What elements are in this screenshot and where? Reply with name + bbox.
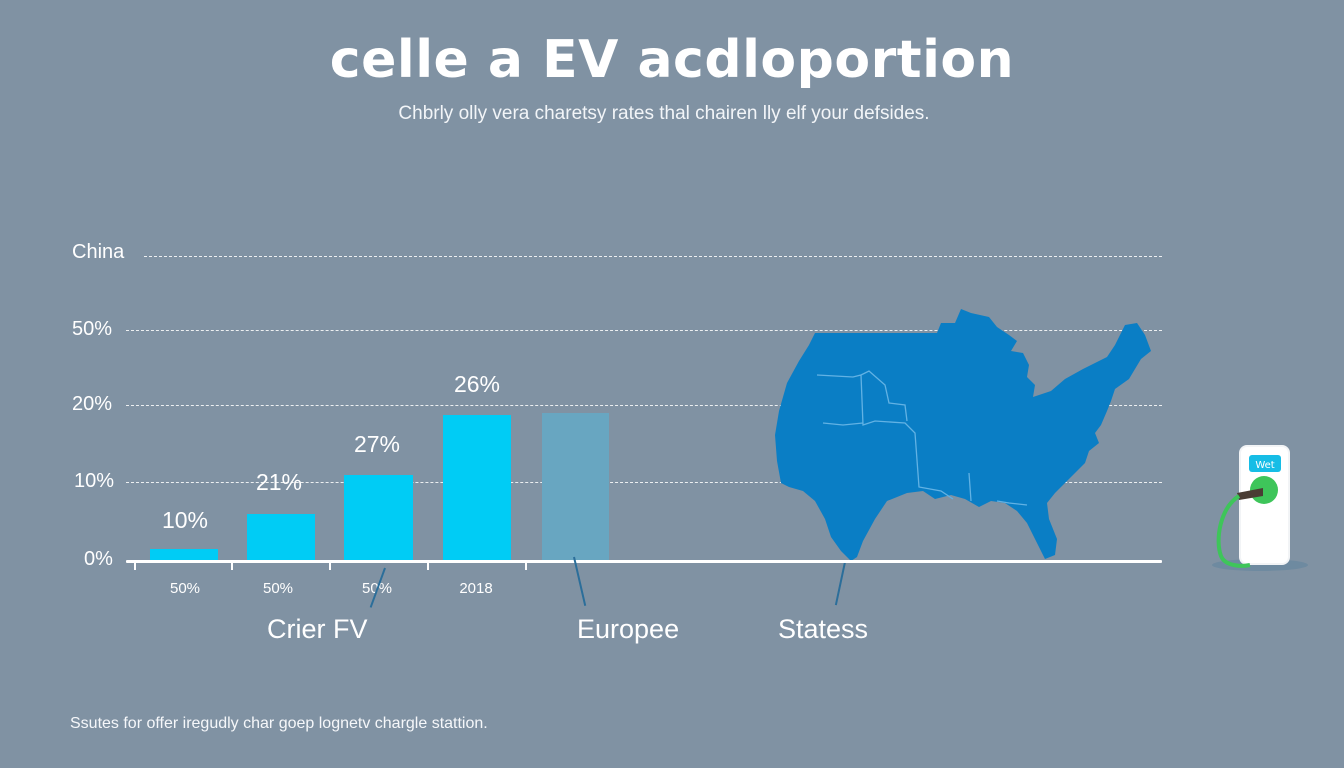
bar-3-label: 27% xyxy=(353,431,401,457)
gridline-10 xyxy=(126,482,1162,483)
x-tick xyxy=(525,562,527,570)
chart-subtitle: Chbrly olly vera charetsy rates thal cha… xyxy=(398,103,930,124)
us-map-icon xyxy=(775,309,1151,561)
bar-1-label: 10% xyxy=(161,507,209,533)
bar-5-muted xyxy=(542,413,609,561)
x-tick xyxy=(231,562,233,570)
region-label-crier-fv: Crier FV xyxy=(267,614,368,644)
bar-2-label: 21% xyxy=(255,469,303,495)
region-label-europee: Europee xyxy=(577,614,680,644)
chart-title: celle a EV acdloportion xyxy=(329,30,1015,90)
leader-line-europee xyxy=(573,556,587,606)
y-label-50: 50% xyxy=(72,318,113,340)
x-tick xyxy=(134,562,136,570)
x-tick-label-1: 50% xyxy=(169,580,201,597)
ev-charger-icon: Wet xyxy=(1212,445,1308,571)
bar-3 xyxy=(344,475,413,561)
y-label-0: 0% xyxy=(84,548,113,570)
svg-text:Wet: Wet xyxy=(1255,460,1274,471)
gridline-20 xyxy=(126,405,1162,406)
gridline-china xyxy=(144,256,1162,257)
x-tick xyxy=(427,562,429,570)
gridline-50 xyxy=(126,330,1162,331)
region-label-statess: Statess xyxy=(778,614,869,644)
footnote: Ssutes for offer iregudly char goep logn… xyxy=(70,715,488,732)
x-axis-baseline xyxy=(126,560,1162,563)
y-label-20: 20% xyxy=(72,393,113,415)
bar-1 xyxy=(150,549,218,561)
map-leader-line xyxy=(834,561,846,606)
y-label-china: China xyxy=(72,241,125,263)
bar-4 xyxy=(443,415,511,561)
x-tick-label-4: 2018 xyxy=(459,580,493,597)
x-tick xyxy=(329,562,331,570)
y-label-10: 10% xyxy=(74,470,115,492)
bar-2 xyxy=(247,514,315,561)
x-tick-label-2: 50% xyxy=(262,580,294,597)
bar-4-label: 26% xyxy=(453,371,501,397)
